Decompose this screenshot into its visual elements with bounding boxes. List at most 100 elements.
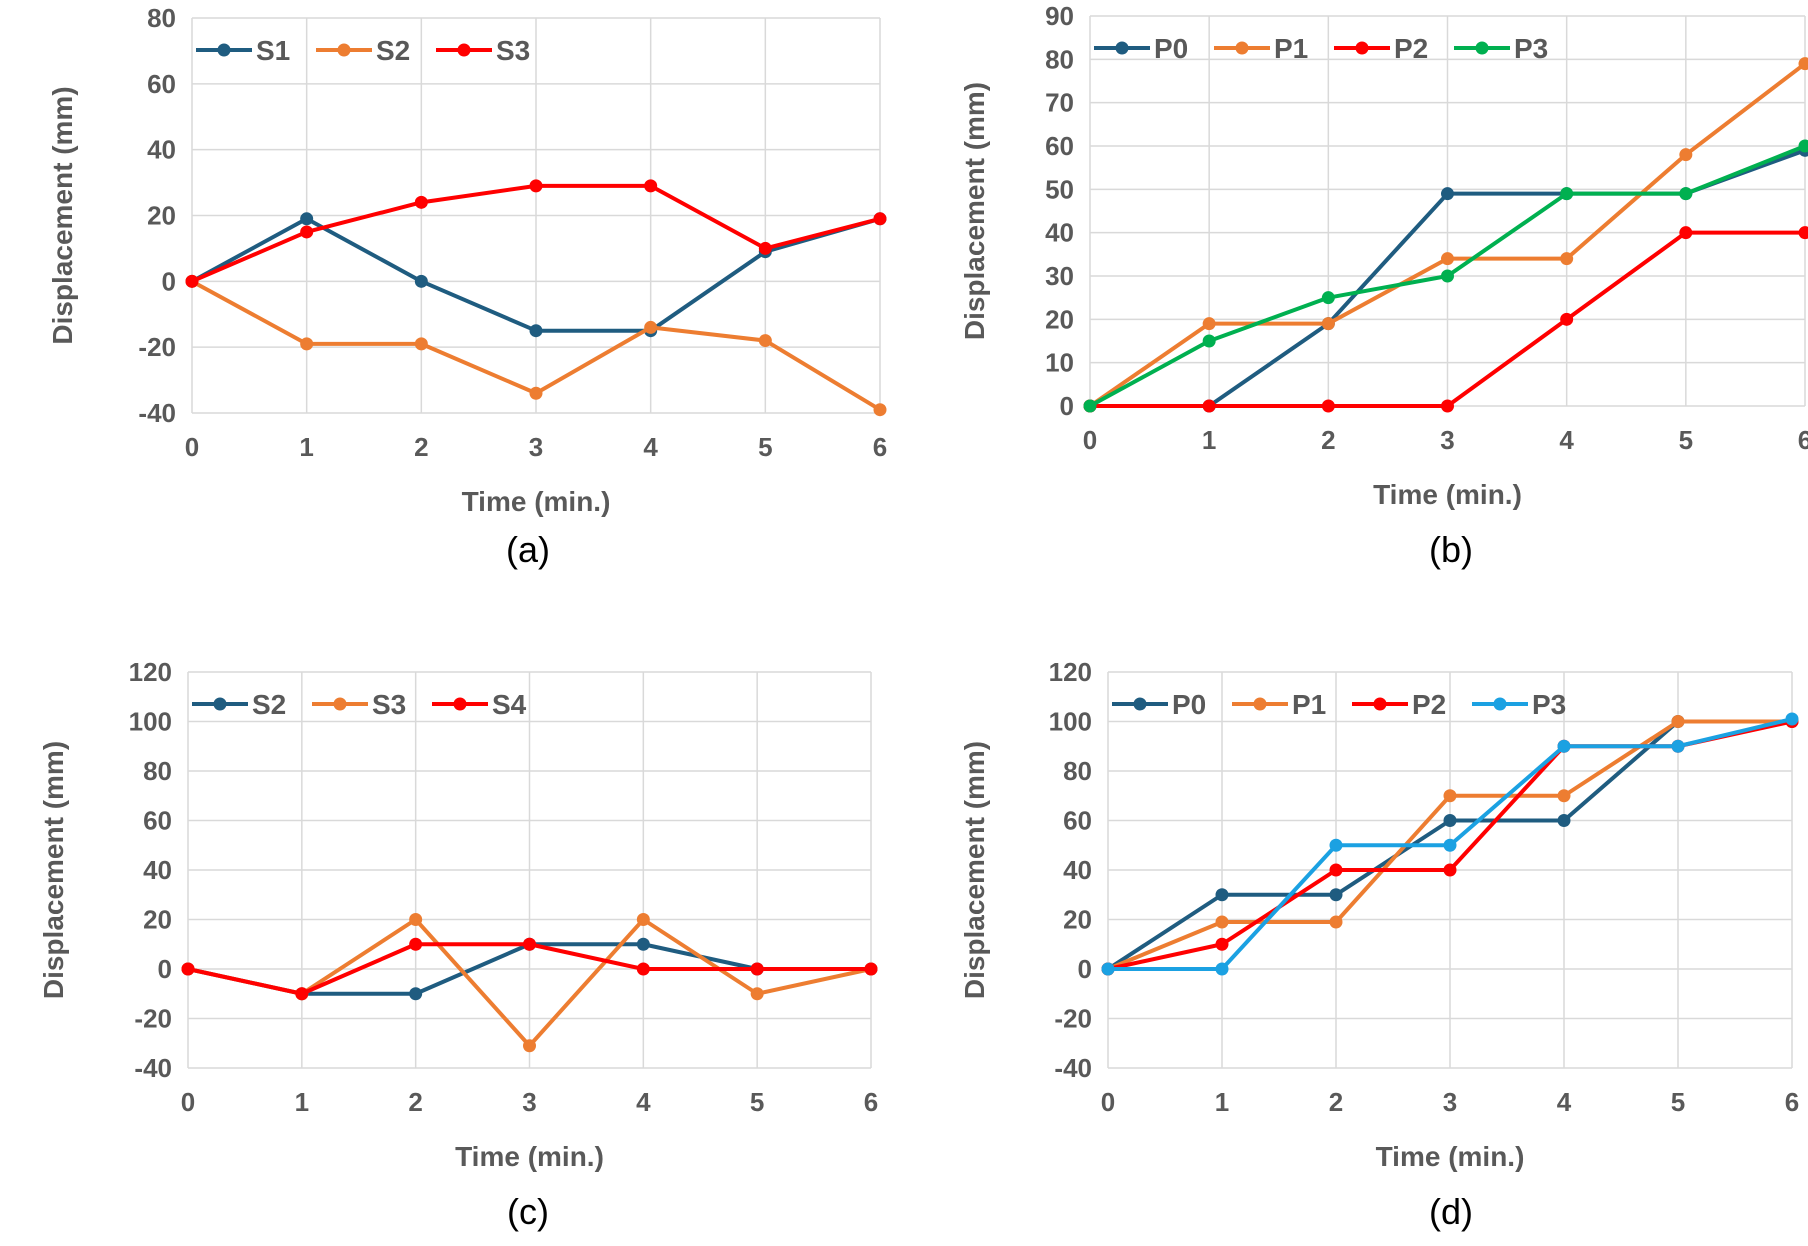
x-tick-label: 2 bbox=[1329, 1087, 1343, 1117]
panel-caption: (a) bbox=[506, 529, 550, 570]
y-tick-label: 0 bbox=[1078, 954, 1092, 984]
data-point bbox=[1441, 269, 1454, 283]
legend-marker bbox=[1355, 41, 1369, 55]
legend-marker bbox=[457, 43, 471, 57]
data-point bbox=[1443, 789, 1457, 803]
y-tick-label: 0 bbox=[162, 266, 176, 296]
data-point bbox=[1202, 317, 1216, 331]
data-point bbox=[1101, 962, 1115, 976]
legend: P0 P1 P2 P3 bbox=[1112, 689, 1566, 720]
legend-entry: P1 bbox=[1274, 33, 1308, 64]
y-tick-label: -20 bbox=[1054, 1004, 1092, 1034]
x-tick-label: 4 bbox=[1557, 1087, 1572, 1117]
x-tick-label: 6 bbox=[873, 432, 887, 462]
data-point bbox=[1785, 712, 1799, 726]
data-point bbox=[1560, 252, 1574, 266]
data-point bbox=[300, 225, 314, 239]
y-tick-label: 40 bbox=[1063, 855, 1092, 885]
legend-entry: P0 bbox=[1154, 33, 1188, 64]
data-point bbox=[300, 212, 314, 226]
y-tick-label: 50 bbox=[1045, 174, 1074, 204]
data-point bbox=[1679, 187, 1693, 201]
x-axis-title: Time (min.) bbox=[455, 1141, 604, 1172]
x-tick-label: 4 bbox=[643, 432, 658, 462]
x-tick-label: 2 bbox=[1321, 425, 1335, 455]
legend-marker bbox=[1253, 697, 1267, 711]
data-point bbox=[873, 212, 887, 226]
y-tick-label: 20 bbox=[1063, 905, 1092, 935]
data-point bbox=[1202, 399, 1216, 413]
data-point bbox=[1443, 814, 1457, 827]
data-point bbox=[1329, 915, 1343, 929]
x-tick-label: 1 bbox=[299, 432, 313, 462]
y-tick-label: 90 bbox=[1045, 1, 1074, 31]
data-point bbox=[1798, 139, 1808, 153]
y-tick-label: 10 bbox=[1045, 348, 1074, 378]
y-tick-label: -20 bbox=[138, 332, 176, 362]
legend-marker bbox=[453, 697, 467, 711]
legend-entry: S2 bbox=[252, 689, 286, 720]
data-point bbox=[414, 337, 428, 351]
x-tick-label: 5 bbox=[750, 1087, 764, 1117]
data-point bbox=[529, 179, 543, 193]
x-tick-label: 5 bbox=[1679, 425, 1693, 455]
x-tick-label: 0 bbox=[185, 432, 199, 462]
y-tick-label: 60 bbox=[143, 806, 172, 836]
y-tick-label: 60 bbox=[1045, 131, 1074, 161]
data-point bbox=[529, 324, 543, 338]
data-point bbox=[636, 962, 650, 976]
y-axis-title: Displacement (mm) bbox=[47, 86, 78, 344]
x-tick-label: 3 bbox=[529, 432, 543, 462]
legend: P0 P1 P2 P3 bbox=[1094, 33, 1548, 64]
legend-entry: P2 bbox=[1394, 33, 1428, 64]
legend-entry: P0 bbox=[1172, 689, 1206, 720]
data-point bbox=[1215, 962, 1229, 976]
chart-panel-b: 0 10 20 30 40 50 60 70 80 90 0 1 2 3 4 5 6 Time (min.) Dis… bbox=[959, 1, 1808, 570]
y-tick-label: 80 bbox=[1063, 756, 1092, 786]
y-tick-label: 80 bbox=[143, 756, 172, 786]
legend-entry: S3 bbox=[372, 689, 406, 720]
y-tick-label: 0 bbox=[1060, 391, 1074, 421]
y-tick-label: 120 bbox=[129, 657, 172, 687]
x-tick-label: 6 bbox=[1785, 1087, 1799, 1117]
x-tick-label: 3 bbox=[1440, 425, 1454, 455]
y-tick-label: -40 bbox=[1054, 1053, 1092, 1083]
y-tick-label: 70 bbox=[1045, 88, 1074, 118]
data-point bbox=[1329, 863, 1343, 877]
legend-entry: S4 bbox=[492, 689, 527, 720]
legend-entry: P1 bbox=[1292, 689, 1326, 720]
data-point bbox=[1321, 291, 1335, 305]
chart-panel-d: -40 -20 0 20 40 60 80 100 120 0 1 2 3 4 5 6 Time (min.) D… bbox=[959, 657, 1799, 1232]
data-point bbox=[864, 962, 878, 976]
y-tick-label: -20 bbox=[134, 1004, 172, 1034]
data-point bbox=[1443, 863, 1457, 877]
data-point bbox=[1329, 838, 1343, 852]
x-tick-label: 4 bbox=[1559, 425, 1574, 455]
data-point bbox=[1798, 226, 1808, 240]
data-point bbox=[1321, 399, 1335, 413]
data-point bbox=[523, 1039, 536, 1053]
y-tick-label: 120 bbox=[1049, 657, 1092, 687]
data-point bbox=[1215, 915, 1229, 929]
data-point bbox=[185, 274, 199, 288]
y-tick-label: 80 bbox=[147, 3, 176, 33]
data-point bbox=[644, 320, 658, 334]
legend-entry: S2 bbox=[376, 35, 410, 66]
legend-marker bbox=[1235, 41, 1249, 55]
data-point bbox=[1557, 789, 1571, 803]
y-tick-label: 20 bbox=[143, 905, 172, 935]
data-point bbox=[523, 937, 536, 951]
x-tick-label: 3 bbox=[1443, 1087, 1457, 1117]
legend-marker bbox=[1133, 697, 1147, 711]
legend-marker bbox=[333, 697, 347, 711]
data-point bbox=[750, 962, 764, 976]
data-point bbox=[1215, 937, 1229, 951]
data-point bbox=[181, 962, 195, 976]
data-point bbox=[873, 403, 887, 417]
y-tick-label: 30 bbox=[1045, 261, 1074, 291]
y-tick-label: 100 bbox=[129, 707, 172, 737]
legend-marker bbox=[1115, 41, 1129, 55]
data-point bbox=[1679, 226, 1693, 240]
y-tick-label: 0 bbox=[158, 954, 172, 984]
